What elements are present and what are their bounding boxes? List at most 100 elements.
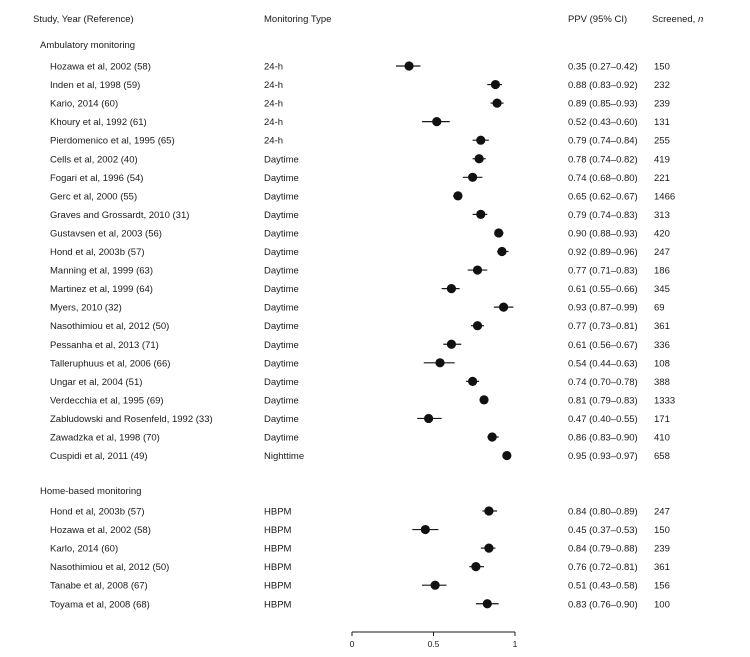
ppv-ci-value: 0.74 (0.68–0.80) bbox=[568, 173, 638, 184]
table-row: Talleruphuus et al, 2006 (66) Daytime 0.54… bbox=[50, 358, 670, 369]
ppv-ci-value: 0.93 (0.87–0.99) bbox=[568, 303, 638, 314]
study-label: Inden et al, 1998 (59) bbox=[50, 80, 140, 91]
table-row: Gustavsen et al, 2003 (56) Daytime 0.90 (0… bbox=[50, 228, 670, 239]
header-monitoring-type: Monitoring Type bbox=[264, 14, 331, 25]
screened-count: 247 bbox=[654, 247, 670, 258]
table-row: Pessanha et al, 2013 (71) Daytime 0.61 (0.… bbox=[50, 339, 670, 351]
ppv-ci-value: 0.47 (0.40–0.55) bbox=[568, 414, 638, 425]
header-screened-label: Screened, bbox=[652, 14, 698, 25]
table-row: Hozawa et al, 2002 (58) 24-h 0.35 (0.27–0.… bbox=[50, 61, 670, 73]
ppv-point bbox=[479, 395, 489, 405]
monitoring-type: Daytime bbox=[264, 191, 299, 202]
study-label: Nasothimiou et al, 2012 (50) bbox=[50, 562, 169, 573]
ppv-point bbox=[490, 79, 501, 90]
study-label: Kario, 2014 (60) bbox=[50, 99, 118, 110]
monitoring-type: Daytime bbox=[264, 414, 299, 425]
study-label: Manning et al, 1999 (63) bbox=[50, 266, 153, 277]
ppv-point bbox=[432, 117, 442, 127]
screened-count: 239 bbox=[654, 99, 670, 110]
ppv-ci-value: 0.86 (0.83–0.90) bbox=[568, 433, 638, 444]
study-label: Zawadzka et al, 1998 (70) bbox=[50, 433, 160, 444]
monitoring-type: Daytime bbox=[264, 266, 299, 277]
ppv-point bbox=[484, 543, 494, 553]
study-label: Gustavsen et al, 2003 (56) bbox=[50, 228, 162, 239]
table-row: Tanabe et al, 2008 (67) HBPM 0.51 (0.43–0.… bbox=[50, 580, 670, 592]
ppv-ci-value: 0.76 (0.72–0.81) bbox=[568, 562, 638, 573]
monitoring-type: HBPM bbox=[264, 507, 292, 518]
monitoring-type: HBPM bbox=[264, 544, 292, 555]
table-row: Gerc et al, 2000 (55) Daytime 0.65 (0.62–0… bbox=[50, 191, 675, 202]
ppv-point bbox=[404, 61, 414, 71]
study-label: Fogari et al, 1996 (54) bbox=[50, 173, 143, 184]
monitoring-type: HBPM bbox=[264, 581, 292, 592]
screened-count: 150 bbox=[654, 525, 670, 536]
study-label: Hond et al, 2003b (57) bbox=[50, 507, 145, 518]
screened-count: 108 bbox=[654, 358, 670, 369]
ppv-ci-value: 0.88 (0.83–0.92) bbox=[568, 80, 638, 91]
ppv-point bbox=[453, 191, 463, 201]
section-title: Ambulatory monitoring bbox=[40, 40, 135, 51]
table-row: Pierdomenico et al, 1995 (65) 24-h 0.79 (0… bbox=[50, 135, 670, 147]
screened-count: 239 bbox=[654, 544, 670, 555]
study-label: Tanabe et al, 2008 (67) bbox=[50, 581, 148, 592]
forest-rows: Ambulatory monitoring Hozawa et al, 2002 … bbox=[40, 40, 675, 610]
monitoring-type: Daytime bbox=[264, 154, 299, 165]
monitoring-type: Daytime bbox=[264, 284, 299, 295]
study-label: Karlo, 2014 (60) bbox=[50, 544, 118, 555]
table-row: Kario, 2014 (60) 24-h 0.89 (0.85–0.93) 239 bbox=[50, 98, 670, 110]
monitoring-type: HBPM bbox=[264, 599, 292, 610]
table-row: Karlo, 2014 (60) HBPM 0.84 (0.79–0.88) 239 bbox=[50, 543, 670, 555]
ppv-point bbox=[472, 265, 483, 275]
ppv-point bbox=[471, 562, 481, 572]
monitoring-type: Daytime bbox=[264, 247, 299, 258]
screened-count: 388 bbox=[654, 377, 670, 388]
table-row: Ungar et al, 2004 (51) Daytime 0.74 (0.70–… bbox=[50, 376, 670, 388]
ppv-point bbox=[492, 98, 502, 108]
table-row: Graves and Grossardt, 2010 (31) Daytime 0.… bbox=[50, 209, 670, 221]
ppv-ci-value: 0.61 (0.56–0.67) bbox=[568, 340, 638, 351]
ppv-point bbox=[494, 228, 504, 238]
ppv-point bbox=[435, 358, 445, 368]
study-label: Khoury et al, 1992 (61) bbox=[50, 117, 147, 128]
table-row: Inden et al, 1998 (59) 24-h 0.88 (0.83–0.9… bbox=[50, 79, 670, 91]
ppv-point bbox=[424, 413, 434, 424]
header-screened: Screened, n bbox=[652, 14, 703, 25]
monitoring-type: 24-h bbox=[264, 80, 283, 91]
ppv-ci-value: 0.84 (0.79–0.88) bbox=[568, 544, 638, 555]
monitoring-type: Daytime bbox=[264, 303, 299, 314]
table-row: Toyama et al, 2008 (68) HBPM 0.83 (0.76–0.… bbox=[50, 599, 670, 610]
study-label: Hozawa et al, 2002 (58) bbox=[50, 525, 151, 536]
study-label: Hond et al, 2003b (57) bbox=[50, 247, 145, 258]
screened-count: 419 bbox=[654, 154, 670, 165]
screened-count: 150 bbox=[654, 62, 670, 73]
ppv-point bbox=[420, 524, 430, 535]
screened-count: 336 bbox=[654, 340, 670, 351]
screened-count: 186 bbox=[654, 266, 670, 277]
monitoring-type: Daytime bbox=[264, 395, 299, 406]
ppv-point bbox=[482, 599, 492, 609]
study-label: Toyama et al, 2008 (68) bbox=[50, 599, 150, 610]
ppv-point bbox=[472, 321, 483, 331]
table-row: Nasothimiou et al, 2012 (50) Daytime 0.77 … bbox=[50, 321, 670, 332]
screened-count: 171 bbox=[654, 414, 670, 425]
study-label: Cells et al, 2002 (40) bbox=[50, 154, 138, 165]
screened-count: 100 bbox=[654, 599, 670, 610]
table-row: Cells et al, 2002 (40) Daytime 0.78 (0.74–… bbox=[50, 154, 670, 165]
table-row: Nasothimiou et al, 2012 (50) HBPM 0.76 (0.… bbox=[50, 562, 670, 573]
ppv-ci-value: 0.35 (0.27–0.42) bbox=[568, 62, 638, 73]
study-label: Cuspidi et al, 2011 (49) bbox=[50, 451, 148, 462]
screened-count: 255 bbox=[654, 136, 670, 147]
header-ppv: PPV (95% CI) bbox=[568, 14, 627, 25]
screened-count: 313 bbox=[654, 210, 670, 221]
ppv-ci-value: 0.95 (0.93–0.97) bbox=[568, 451, 638, 462]
table-row: Zabludowski and Rosenfeld, 1992 (33) Dayt… bbox=[50, 413, 670, 425]
monitoring-type: Daytime bbox=[264, 340, 299, 351]
ppv-ci-value: 0.83 (0.76–0.90) bbox=[568, 599, 638, 610]
ppv-point bbox=[487, 432, 497, 442]
ppv-ci-value: 0.45 (0.37–0.53) bbox=[568, 525, 638, 536]
table-row: Khoury et al, 1992 (61) 24-h 0.52 (0.43–0.… bbox=[50, 117, 670, 128]
ppv-point bbox=[497, 246, 507, 257]
ppv-point bbox=[474, 154, 484, 164]
screened-count: 1333 bbox=[654, 395, 675, 406]
